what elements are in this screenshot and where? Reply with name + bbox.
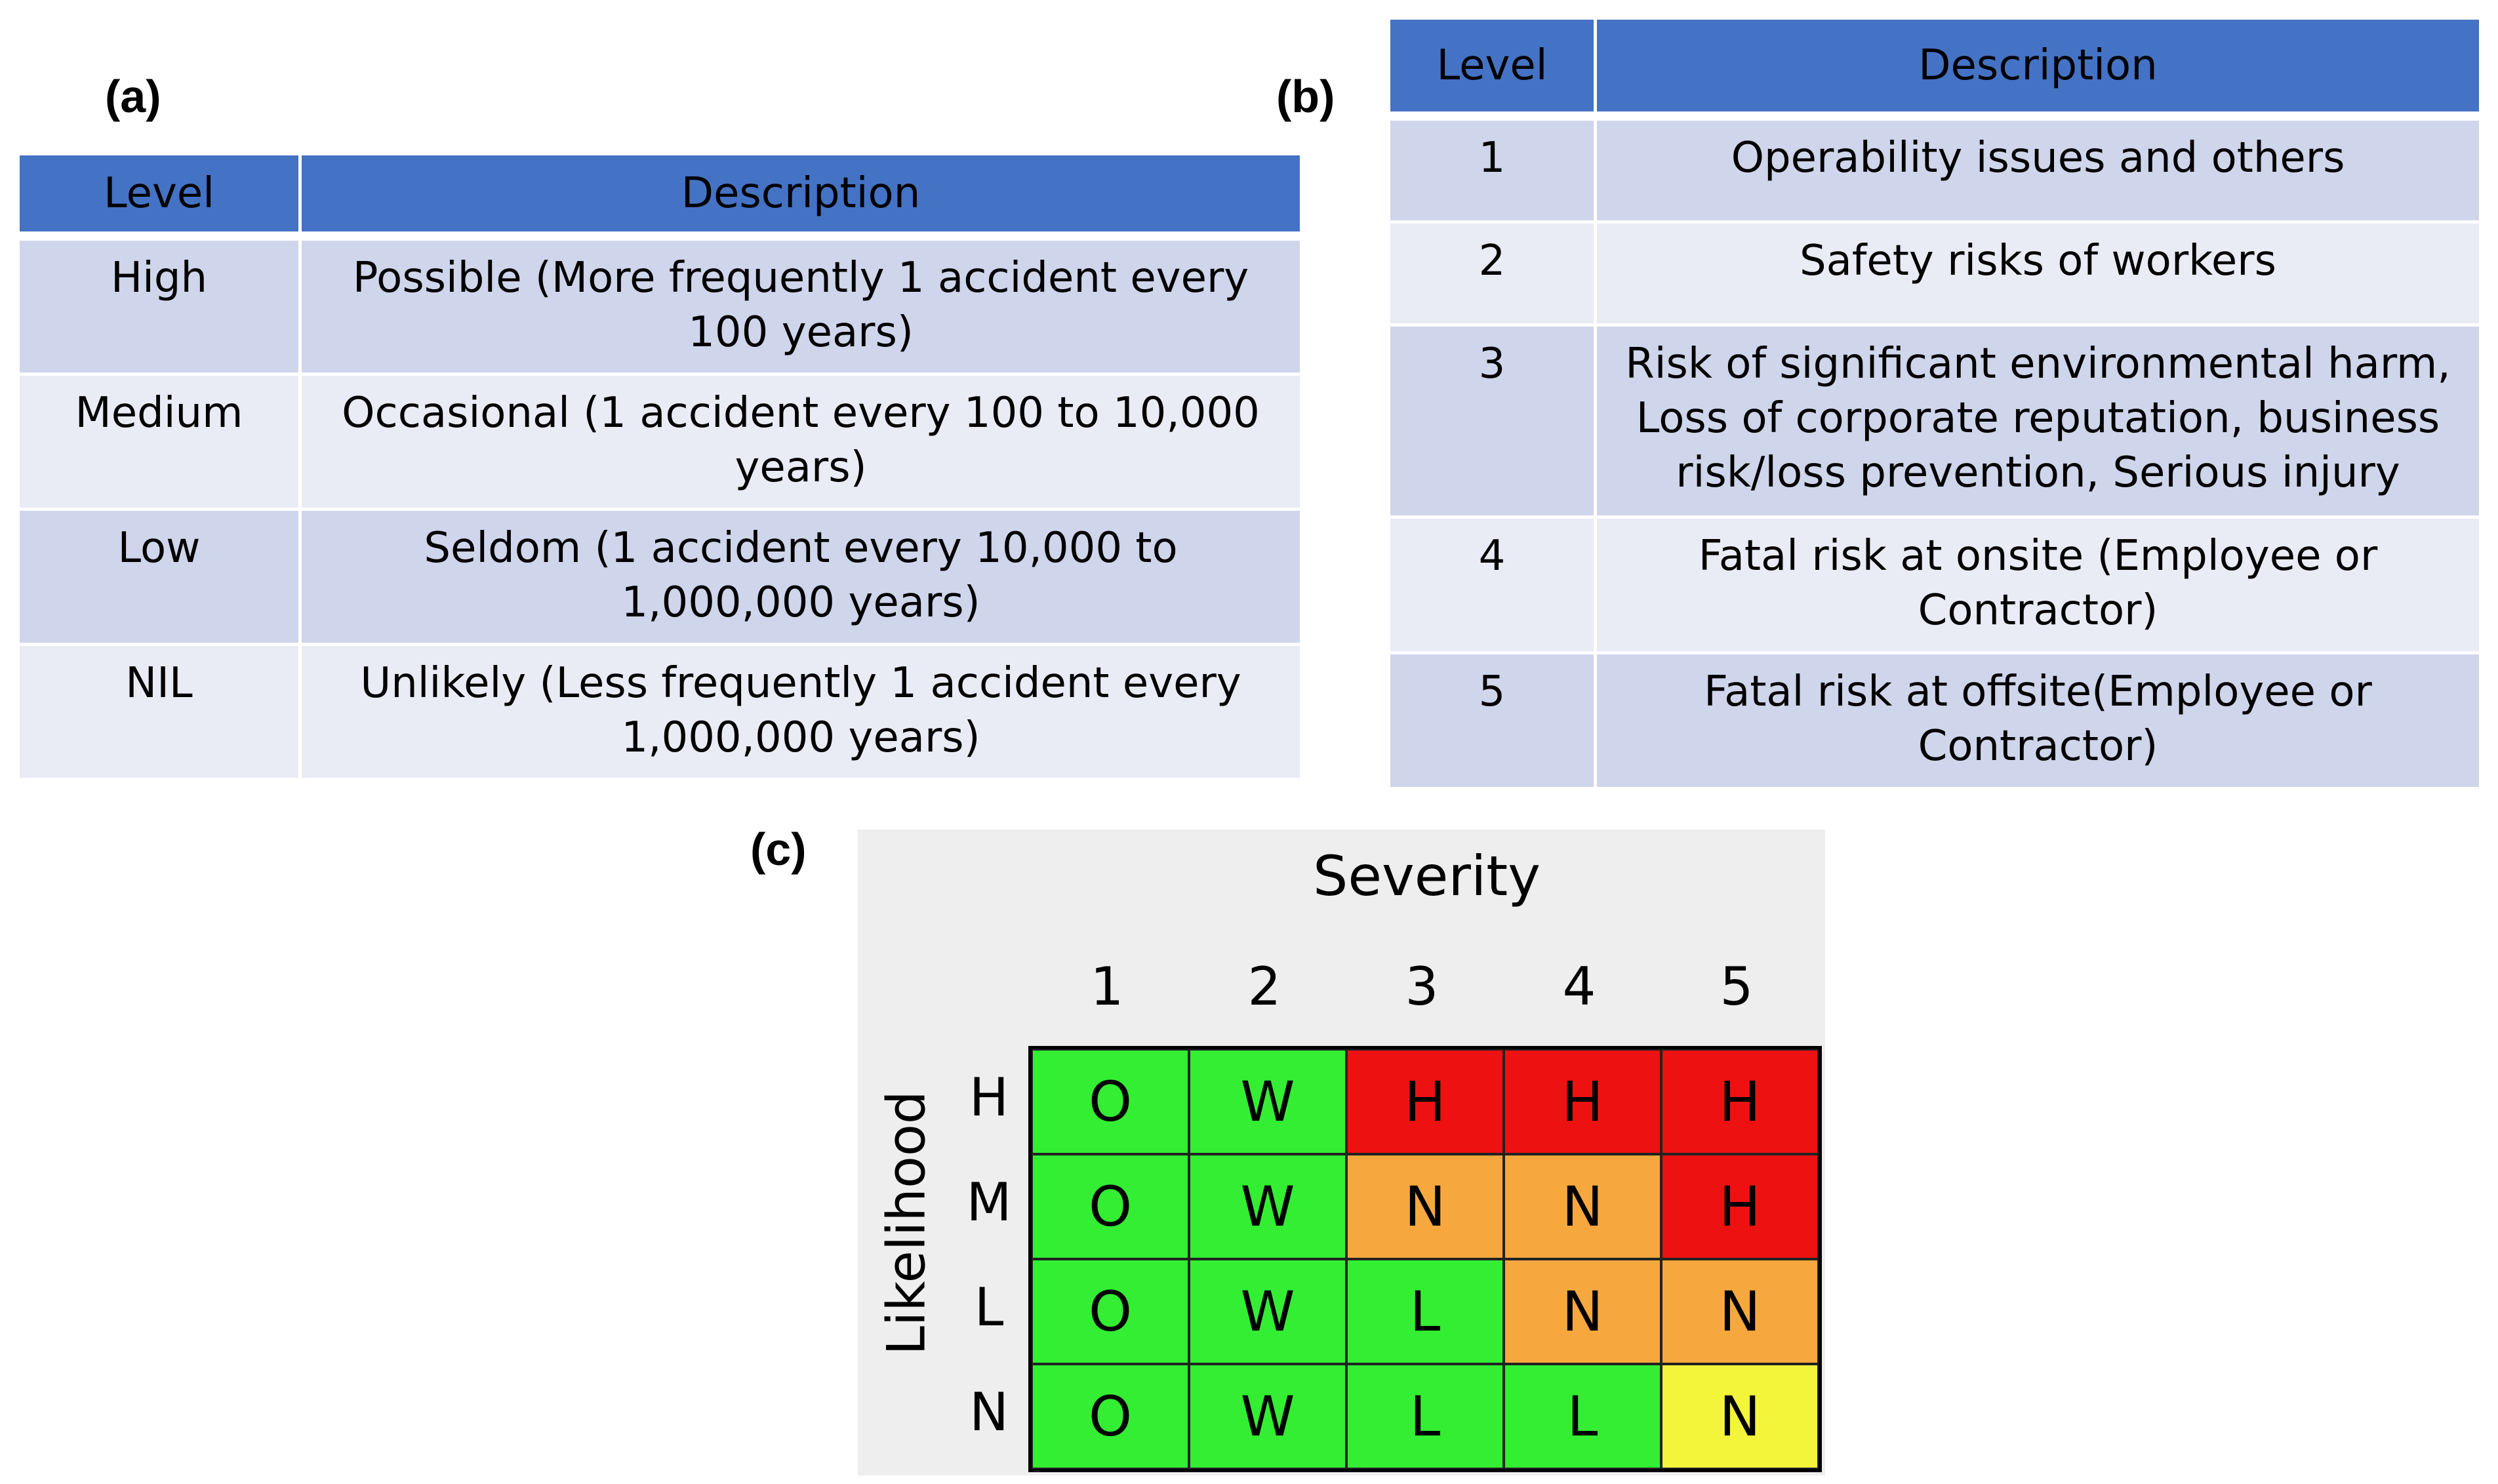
severity-description: Operability issues and others [1597,121,2479,224]
likelihood-table-header-description: Description [302,155,1300,241]
risk-matrix-cell: W [1189,1259,1346,1364]
table-row: 5 Fatal risk at offsite(Employee or Cont… [1390,654,2479,790]
likelihood-row-label: M [966,1172,1012,1233]
likelihood-row-label: H [969,1067,1009,1128]
likelihood-level: Medium [20,376,302,511]
severity-table-header-level: Level [1390,20,1597,121]
risk-matrix-cell: H [1346,1049,1504,1154]
severity-level: 2 [1390,224,1597,327]
severity-level: 1 [1390,121,1597,224]
risk-matrix-cell: O [1032,1049,1189,1154]
risk-matrix-cell: L [1346,1364,1504,1469]
risk-matrix-cell: H [1661,1154,1819,1259]
severity-col-label: 2 [1247,956,1281,1017]
table-row: High Possible (More frequently 1 acciden… [20,241,1300,376]
risk-matrix-cell: L [1346,1259,1504,1364]
table-row: Low Seldom (1 accident every 10,000 to 1… [20,511,1300,646]
risk-matrix-cell: O [1032,1364,1189,1469]
severity-description: Risk of significant environmental harm, … [1597,327,2479,519]
likelihood-description: Occasional (1 accident every 100 to 10,0… [302,376,1300,511]
severity-col-label: 5 [1720,956,1754,1017]
table-row: Medium Occasional (1 accident every 100 … [20,376,1300,511]
likelihood-level: Low [20,511,302,646]
risk-matrix-cell: N [1661,1259,1819,1364]
panel-label-c: (c) [750,824,807,875]
severity-axis-title: Severity [1313,844,1541,908]
risk-matrix-cell: O [1032,1154,1189,1259]
likelihood-table: Level Description High Possible (More fr… [20,155,1300,781]
likelihood-axis-title: Likelihood [876,1091,937,1355]
risk-matrix-cell: N [1661,1364,1819,1469]
likelihood-description: Unlikely (Less frequently 1 accident eve… [302,646,1300,781]
risk-matrix-cell: H [1504,1049,1661,1154]
severity-level: 4 [1390,519,1597,654]
table-row: 2 Safety risks of workers [1390,224,2479,327]
severity-table: Level Description 1 Operability issues a… [1390,20,2479,790]
risk-matrix-cell: N [1346,1154,1504,1259]
severity-description: Fatal risk at offsite(Employee or Contra… [1597,654,2479,790]
severity-col-label: 1 [1090,956,1124,1017]
likelihood-description: Seldom (1 accident every 10,000 to 1,000… [302,511,1300,646]
risk-matrix-cell: H [1661,1049,1819,1154]
table-row: NIL Unlikely (Less frequently 1 accident… [20,646,1300,781]
panel-label-b: (b) [1276,71,1335,122]
risk-matrix-cell: L [1504,1364,1661,1469]
panel-label-a: (a) [105,71,161,122]
likelihood-table-header-level: Level [20,155,302,241]
risk-matrix-cell: W [1189,1364,1346,1469]
severity-description: Safety risks of workers [1597,224,2479,327]
risk-matrix-cell: W [1189,1049,1346,1154]
severity-table-header-description: Description [1597,20,2479,121]
severity-level: 5 [1390,654,1597,790]
risk-matrix-cell: W [1189,1154,1346,1259]
severity-level: 3 [1390,327,1597,519]
risk-matrix-cell: O [1032,1259,1189,1364]
severity-col-label: 3 [1405,956,1439,1017]
severity-description: Fatal risk at onsite (Employee or Contra… [1597,519,2479,654]
table-row: 3 Risk of significant environmental harm… [1390,327,2479,519]
table-row: 4 Fatal risk at onsite (Employee or Cont… [1390,519,2479,654]
risk-matrix-cell: N [1504,1154,1661,1259]
severity-col-label: 4 [1562,956,1596,1017]
likelihood-row-label: L [974,1277,1004,1338]
likelihood-row-label: N [969,1382,1009,1443]
risk-matrix-cell: N [1504,1259,1661,1364]
likelihood-description: Possible (More frequently 1 accident eve… [302,241,1300,376]
likelihood-level: High [20,241,302,376]
table-row: 1 Operability issues and others [1390,121,2479,224]
likelihood-level: NIL [20,646,302,781]
